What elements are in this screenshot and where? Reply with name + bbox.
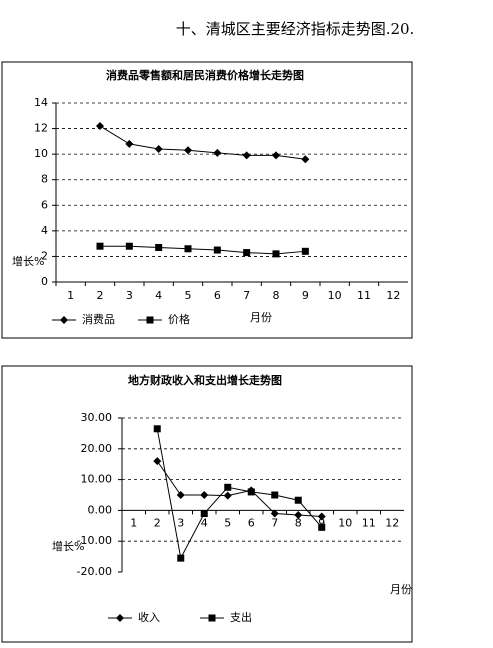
marker [96, 122, 104, 131]
x-tick-label: 9 [318, 516, 325, 529]
series-line [99, 125, 306, 160]
x-tick-label: 5 [185, 289, 192, 302]
marker [270, 509, 279, 518]
x-tick-label: 8 [273, 289, 280, 302]
marker [243, 249, 251, 257]
series-line [100, 245, 306, 255]
x-tick-label: 1 [130, 516, 137, 529]
x-tick-label: 3 [126, 289, 133, 302]
x-tick-label: 10 [328, 289, 342, 302]
marker [301, 155, 310, 164]
marker [125, 242, 133, 250]
marker [176, 491, 185, 499]
y-tick-label: 30.00 [81, 411, 113, 424]
marker [213, 246, 221, 254]
x-tick-label: 7 [271, 516, 278, 529]
marker [177, 554, 185, 562]
marker [213, 148, 222, 157]
x-tick-label: 7 [243, 289, 250, 302]
chart-frame [1, 365, 413, 643]
series-line [156, 428, 323, 560]
y-tick-label: 4 [41, 224, 48, 237]
y-tick-label: -20.00 [77, 565, 112, 578]
x-tick-label: 10 [338, 516, 352, 529]
marker [224, 483, 232, 491]
y-tick-label: 0 [41, 275, 48, 288]
x-tick-label: 6 [214, 289, 221, 302]
x-axis-label: 月份 [250, 311, 272, 324]
marker [184, 245, 192, 253]
marker [272, 250, 280, 258]
chart-title: 地方财政收入和支出增长走势图 [128, 373, 282, 387]
y-tick-label: 2 [41, 249, 48, 262]
legend-label: 消费品 [82, 312, 115, 326]
marker [223, 491, 232, 500]
marker [317, 512, 326, 521]
marker [301, 247, 309, 255]
marker [242, 151, 251, 160]
legend-marker [116, 614, 124, 622]
x-tick-label: 12 [386, 289, 400, 302]
y-tick-label: 20.00 [81, 442, 113, 455]
marker [247, 488, 255, 496]
y-tick-label: 10.00 [81, 473, 113, 486]
marker [200, 509, 208, 517]
marker [154, 145, 163, 154]
x-tick-label: 9 [302, 289, 309, 302]
legend-label: 收入 [138, 610, 160, 624]
x-tick-label: 11 [362, 516, 376, 529]
y-tick-label: -10.00 [77, 534, 112, 547]
x-tick-label: 11 [357, 289, 371, 302]
y-tick-label: 6 [41, 198, 48, 211]
x-tick-label: 5 [224, 516, 231, 529]
legend-marker [208, 614, 216, 622]
legend-marker [146, 316, 154, 324]
marker [96, 242, 104, 250]
x-tick-label: 8 [295, 516, 302, 529]
y-tick-label: 10 [34, 147, 48, 160]
x-tick-label: 2 [97, 289, 104, 302]
x-tick-label: 3 [177, 516, 184, 529]
page-title: 十、清城区主要经济指标走势图.20. [176, 20, 415, 38]
chart-frame [1, 61, 413, 339]
legend-marker [60, 316, 68, 324]
x-tick-label: 12 [385, 516, 399, 529]
y-tick-label: 0.00 [88, 503, 113, 516]
legend-label: 价格 [168, 312, 190, 326]
y-tick-label: 8 [41, 173, 48, 186]
chart-title: 消费品零售额和居民消费价格增长走势图 [106, 68, 304, 82]
marker [294, 496, 302, 504]
x-tick-label: 2 [154, 516, 161, 529]
y-axis-label: 增长% [12, 254, 44, 268]
marker [153, 425, 161, 433]
marker [153, 457, 162, 466]
x-tick-label: 1 [67, 289, 74, 302]
x-tick-label: 4 [155, 289, 162, 302]
legend-label: 支出 [230, 610, 252, 624]
marker [155, 243, 163, 251]
x-tick-label: 4 [201, 516, 208, 529]
x-tick-label: 6 [248, 516, 255, 529]
series-line [156, 460, 322, 518]
marker [200, 491, 209, 499]
marker [272, 151, 280, 160]
marker [294, 511, 303, 520]
marker [271, 491, 279, 499]
marker [184, 146, 192, 155]
y-tick-label: 14 [34, 96, 48, 109]
marker [318, 523, 326, 531]
marker [125, 139, 134, 148]
y-axis-label: 增长% [52, 539, 84, 553]
x-axis-label: 月份 [390, 583, 412, 596]
y-tick-label: 12 [34, 122, 48, 135]
